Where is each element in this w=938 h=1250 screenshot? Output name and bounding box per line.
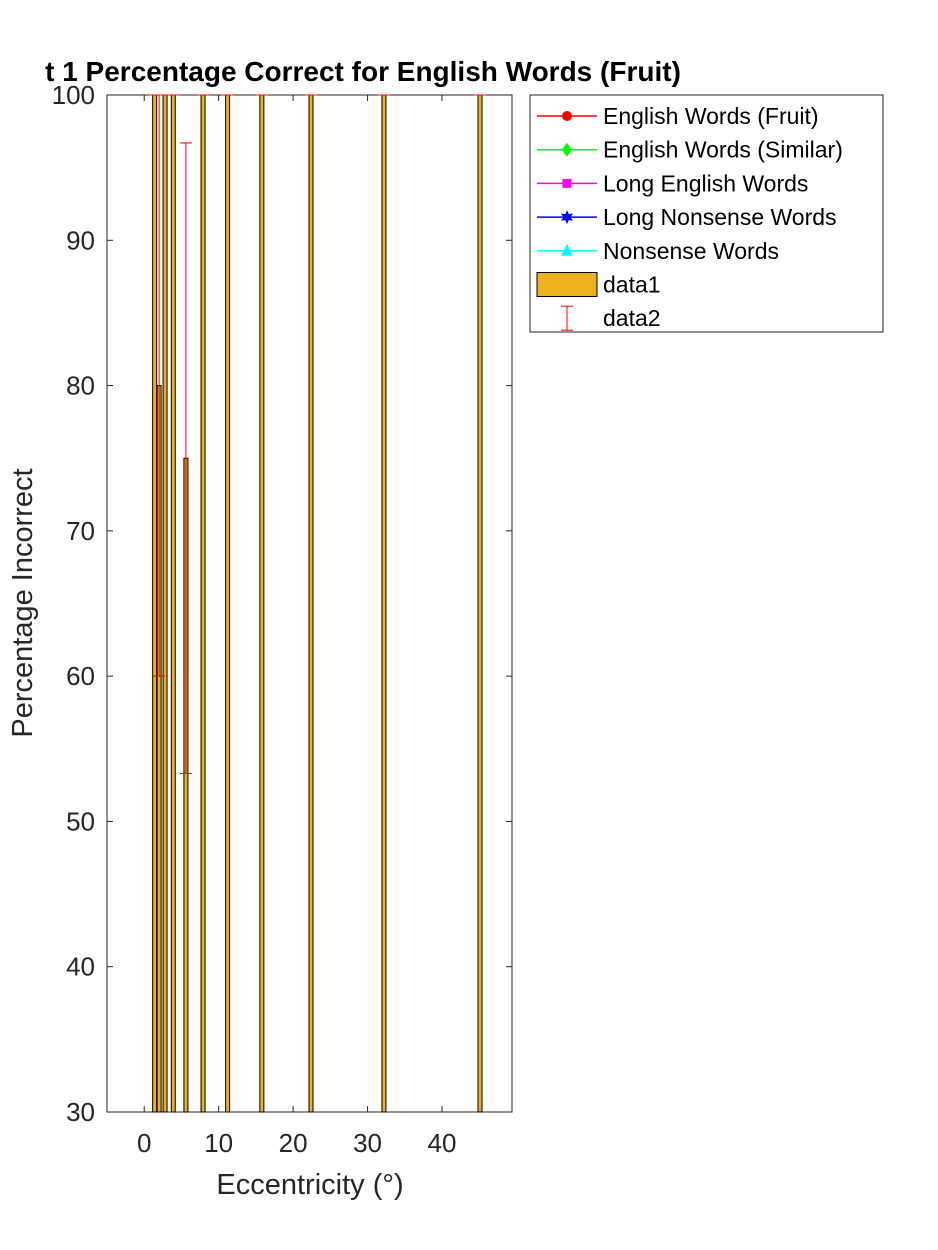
y-tick-label: 60 (66, 661, 95, 691)
y-tick-label: 30 (66, 1097, 95, 1127)
legend-item: Nonsense Words (537, 238, 779, 264)
bar (225, 94, 231, 1113)
y-tick-label: 50 (66, 806, 95, 836)
legend-item: English Words (Similar) (537, 137, 843, 163)
x-tick-label: 40 (428, 1128, 457, 1158)
y-tick-label: 80 (66, 371, 95, 401)
bar (152, 94, 158, 1113)
legend-swatch (537, 210, 597, 225)
bar (259, 94, 265, 1113)
bar (170, 94, 176, 1113)
bar (162, 94, 168, 1113)
y-axis-label: Percentage Incorrect (7, 468, 39, 737)
legend-swatch (536, 272, 598, 297)
bar (308, 94, 314, 1113)
legend-item: Long English Words (537, 170, 808, 196)
bar (477, 94, 483, 1113)
legend-swatch (537, 111, 597, 121)
legend-item: Long Nonsense Words (537, 204, 837, 230)
x-axis-label: Eccentricity (°) (216, 1169, 403, 1201)
chart-title: t 1 Percentage Correct for English Words… (45, 56, 681, 87)
legend-label: English Words (Similar) (603, 137, 843, 163)
legend-label: English Words (Fruit) (603, 103, 819, 129)
legend-swatch (537, 178, 597, 188)
legend-swatch (537, 142, 597, 157)
x-tick-label: 20 (279, 1128, 308, 1158)
legend: English Words (Fruit) English Words (Simi… (529, 94, 884, 333)
ticks-layer: 0 10 20 30 40 30 40 50 60 70 80 90 100 (52, 80, 512, 1158)
y-tick-label: 40 (66, 952, 95, 982)
legend-item: data1 (536, 272, 661, 298)
error-bar (179, 142, 192, 774)
y-tick-label: 90 (66, 225, 95, 255)
errorbars-layer (148, 94, 486, 774)
legend-items: English Words (Fruit) English Words (Simi… (536, 103, 843, 331)
bar (381, 94, 387, 1113)
legend-swatch (537, 243, 597, 256)
legend-label: Long Nonsense Words (603, 204, 837, 230)
x-tick-label: 30 (353, 1128, 382, 1158)
y-tick-label: 70 (66, 516, 95, 546)
legend-item: data2 (561, 305, 661, 331)
legend-item: English Words (Fruit) (537, 103, 819, 129)
plot-area: 0 10 20 30 40 30 40 50 60 70 80 90 100 (52, 80, 513, 1158)
legend-label: data2 (603, 305, 661, 331)
legend-label: data1 (603, 272, 661, 298)
bar (200, 94, 206, 1113)
legend-swatch (561, 305, 573, 331)
y-tick-label: 100 (52, 80, 95, 110)
x-tick-label: 10 (204, 1128, 233, 1158)
x-tick-label: 0 (137, 1128, 151, 1158)
legend-label: Nonsense Words (603, 238, 779, 264)
legend-label: Long English Words (603, 170, 808, 196)
